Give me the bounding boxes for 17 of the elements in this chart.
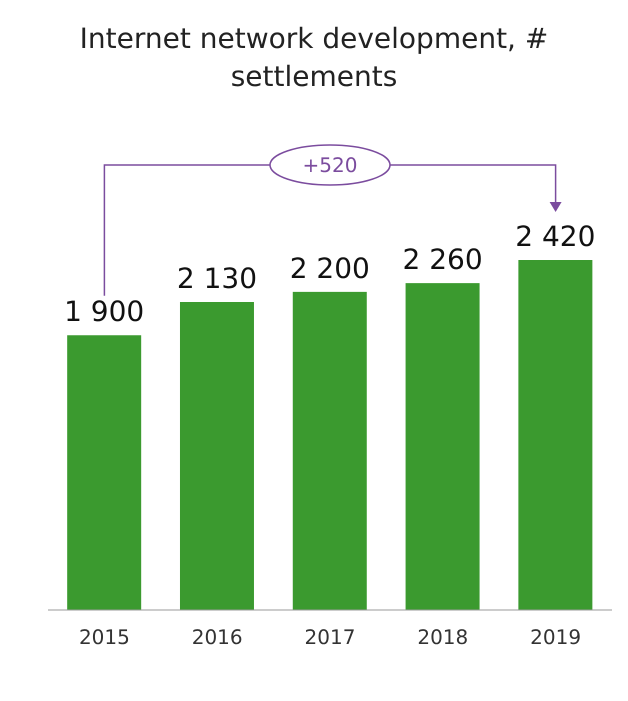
data-label: 2 420 [515,220,596,253]
x-tick-label: 2018 [417,625,468,650]
data-label: 2 200 [290,252,370,285]
x-tick-label: 2017 [304,625,356,650]
text: +520 [302,153,358,177]
x-tick-label: 2016 [192,625,243,650]
data-label: 2 130 [176,262,258,295]
data-label: 1 900 [64,295,144,328]
bar [292,292,367,610]
data-label: 2 260 [402,243,483,276]
chart-title: Internet network development, # settlements [78,21,550,95]
x-tick-label: 2015 [78,625,130,650]
bar [518,260,592,610]
bar [67,335,142,610]
bar [180,302,254,610]
x-tick-label: 2019 [530,625,582,650]
bar [406,283,480,610]
